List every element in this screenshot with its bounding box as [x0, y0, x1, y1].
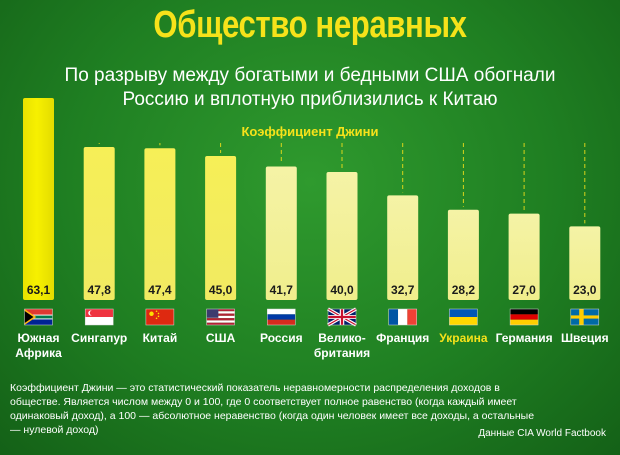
- bar-value-label: 45,0: [209, 283, 233, 297]
- france-flag-icon: [388, 308, 417, 326]
- category-label: Германия: [496, 331, 553, 345]
- singapore-flag-icon: [84, 308, 114, 326]
- china-flag-icon: [145, 308, 175, 326]
- bar-value-label: 23,0: [573, 283, 597, 297]
- bar-value-label: 41,7: [270, 283, 294, 297]
- bar: [326, 171, 358, 300]
- bar-value-label: 63,1: [27, 283, 51, 297]
- bar: [205, 155, 237, 300]
- category-label: Китай: [143, 331, 178, 345]
- bar-value-label: 47,8: [88, 283, 112, 297]
- bar-value-label: 27,0: [512, 283, 536, 297]
- bar: [508, 213, 540, 300]
- category-label: Украина: [439, 331, 488, 345]
- bar-value-label: 47,4: [148, 283, 172, 297]
- subtitle-line-2: Россию и вплотную приблизились к Китаю: [122, 89, 498, 110]
- usa-flag-icon: [206, 308, 235, 326]
- bar: [569, 226, 601, 300]
- gini-bar-chart: 63,1 Южная Африка 47,8 Сингапур 47,4 Китай 45,0…: [15, 98, 609, 360]
- bar: [144, 148, 176, 300]
- category-label: США: [206, 331, 236, 345]
- germany-flag-icon: [509, 308, 539, 326]
- ukraine-flag-icon: [449, 308, 478, 326]
- category-label: Южная Африка: [15, 331, 62, 360]
- bar: [83, 146, 115, 300]
- russia-flag-icon: [267, 308, 296, 326]
- bar: [447, 209, 479, 300]
- bar-value-label: 28,2: [452, 283, 476, 297]
- page-title: Общество неравных: [153, 4, 467, 46]
- category-label: Франция: [376, 331, 429, 345]
- sweden-flag-icon: [570, 308, 600, 326]
- bar: [387, 195, 419, 300]
- category-label: Россия: [260, 331, 303, 345]
- category-label: Велико-британия: [314, 331, 370, 360]
- bar-value-label: 32,7: [391, 283, 415, 297]
- source-note: Данные CIA World Factbook: [478, 428, 606, 439]
- uk-flag-icon: [327, 307, 357, 327]
- chart-title: Коэффициент Джини: [241, 124, 379, 139]
- footnote: Коэффициент Джини — это статистический п…: [10, 382, 535, 436]
- bar: [265, 166, 297, 300]
- bar-value-label: 40,0: [330, 283, 354, 297]
- south-africa-flag-icon: [24, 308, 53, 326]
- subtitle-line-1: По разрыву между богатыми и бедными США …: [64, 65, 556, 86]
- bar: [23, 98, 54, 300]
- subtitle: По разрыву между богатыми и бедными США …: [40, 64, 580, 112]
- category-label: Сингапур: [71, 331, 127, 345]
- category-label: Швеция: [561, 331, 609, 345]
